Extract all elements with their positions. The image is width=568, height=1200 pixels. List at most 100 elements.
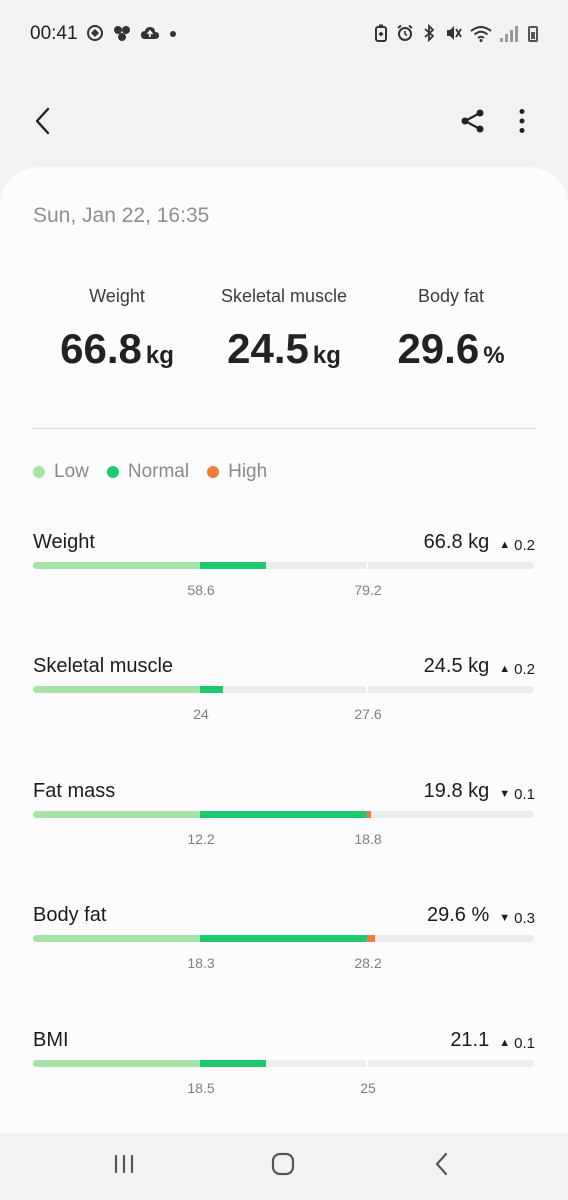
summary-label: Weight (89, 286, 145, 306)
vibrate-icon (444, 24, 462, 45)
home-icon (271, 1152, 295, 1181)
metric-delta: ▼ 0.3 (499, 910, 535, 927)
chevron-left-icon (33, 106, 53, 141)
metric-value: 24.5 kg (423, 655, 490, 677)
range-high-label: 79.2 (354, 582, 382, 598)
range-high-label: 28.2 (354, 955, 382, 971)
body-composition-card (0, 167, 568, 1133)
summary-body-fat: Body fat 29.6% (361, 286, 541, 373)
more-notifications-dot (168, 27, 178, 42)
recents-icon (113, 1153, 135, 1180)
range-bar (33, 1060, 534, 1067)
battery-icon (528, 26, 538, 42)
legend-label: Normal (127, 461, 190, 482)
range-segment-normal (200, 562, 266, 569)
cloud-sync-icon (140, 25, 160, 44)
legend-dot-normal (106, 466, 119, 478)
share-icon (460, 108, 486, 139)
share-button[interactable] (449, 90, 497, 156)
range-tick-high (366, 562, 369, 569)
metric-name: Skeletal muscle (33, 655, 174, 677)
range-segment-normal (200, 686, 223, 693)
signal-icon (500, 26, 518, 42)
metric-value-group: 24.5 kg ▲ 0.2 (424, 655, 535, 678)
delta-value: 0.1 (514, 785, 535, 803)
delta-arrow-icon: ▼ (499, 912, 511, 924)
metric-row-fat-mass[interactable]: Fat mass 19.8 kg ▼ 0.1 12.2 18.8 (0, 780, 568, 860)
nav-back-button[interactable] (412, 1133, 472, 1200)
summary-skeletal-muscle: Skeletal muscle 24.5 kg (194, 286, 374, 373)
legend-label: Low (54, 461, 89, 482)
range-segment-normal (200, 1060, 266, 1067)
vertical-dots-icon (518, 108, 526, 139)
range-low-label: 24 (193, 706, 209, 722)
legend: Low Normal High (33, 461, 285, 483)
status-time: 00:41 (30, 23, 78, 44)
legend-dot-high (207, 466, 220, 478)
metric-value-group: 19.8 kg ▼ 0.1 (424, 780, 535, 803)
delta-value: 0.2 (514, 660, 535, 678)
metric-delta: ▲ 0.1 (499, 1035, 535, 1052)
range-segment-low (33, 811, 201, 818)
delta-arrow-icon: ▲ (499, 663, 511, 675)
metric-name: Fat mass (33, 780, 116, 802)
metric-value: 66.8 kg (423, 531, 490, 553)
range-bar (33, 562, 534, 569)
delta-arrow-icon: ▲ (499, 1037, 511, 1049)
legend-label: High (228, 461, 268, 482)
app-notification-icon (86, 24, 104, 45)
metric-row-bmi[interactable]: BMI 21.1 ▲ 0.1 18.5 25 (0, 1029, 568, 1109)
legend-normal: Normal (106, 461, 190, 483)
more-options-button[interactable] (498, 90, 546, 156)
metric-name: Weight (33, 531, 95, 553)
metric-value-group: 29.6 % ▼ 0.3 (427, 904, 535, 927)
alarm-icon (396, 24, 414, 45)
summary-unit: % (483, 342, 505, 369)
delta-value: 0.2 (514, 536, 535, 554)
range-segment-normal (200, 811, 368, 818)
metric-value: 21.1 (450, 1029, 490, 1051)
summary-label: Skeletal muscle (220, 286, 348, 306)
range-segment-high (367, 811, 372, 818)
metric-value: 29.6 % (426, 904, 490, 926)
home-button[interactable] (253, 1133, 313, 1200)
legend-dot-low (33, 466, 45, 478)
range-low-label: 12.2 (187, 831, 215, 847)
range-segment-low (33, 1060, 201, 1067)
delta-arrow-icon: ▼ (499, 788, 511, 800)
system-nav-bar (0, 1133, 568, 1200)
wifi-icon (470, 24, 492, 45)
metric-delta: ▼ 0.1 (499, 786, 535, 803)
metric-row-skeletal-muscle[interactable]: Skeletal muscle 24.5 kg ▲ 0.2 24 27.6 (0, 655, 568, 735)
range-segment-low (33, 935, 201, 942)
legend-high: High (207, 461, 267, 483)
range-high-label: 27.6 (354, 706, 382, 722)
status-bar: 00:41 (0, 0, 568, 68)
range-bar (33, 935, 534, 942)
divider (32, 428, 537, 429)
summary-unit: kg (145, 342, 174, 369)
range-low-label: 18.5 (187, 1080, 215, 1096)
metric-value: 19.8 kg (423, 780, 490, 802)
metric-row-body-fat[interactable]: Body fat 29.6 % ▼ 0.3 18.3 28.2 (0, 904, 568, 984)
summary-weight: Weight 66.8 kg (27, 286, 207, 373)
battery-saver-icon (374, 24, 388, 45)
range-segment-low (33, 562, 201, 569)
range-tick-high (366, 1060, 369, 1067)
range-low-label: 18.3 (187, 955, 215, 971)
summary-value: 66.8 (60, 325, 142, 372)
metric-delta: ▲ 0.2 (499, 661, 535, 678)
range-high-label: 18.8 (354, 831, 382, 847)
back-button[interactable] (19, 90, 67, 156)
delta-arrow-icon: ▲ (499, 539, 511, 551)
range-bar (33, 811, 534, 818)
app-bar (0, 90, 568, 156)
range-segment-high (367, 935, 376, 942)
metric-row-weight[interactable]: Weight 66.8 kg ▲ 0.2 58.6 79.2 (0, 531, 568, 611)
recents-button[interactable] (94, 1133, 154, 1200)
metric-name: BMI (33, 1029, 69, 1051)
legend-low: Low (33, 461, 89, 483)
bluetooth-icon (422, 23, 436, 45)
back-arrow-icon (434, 1152, 450, 1181)
status-right (374, 23, 538, 45)
